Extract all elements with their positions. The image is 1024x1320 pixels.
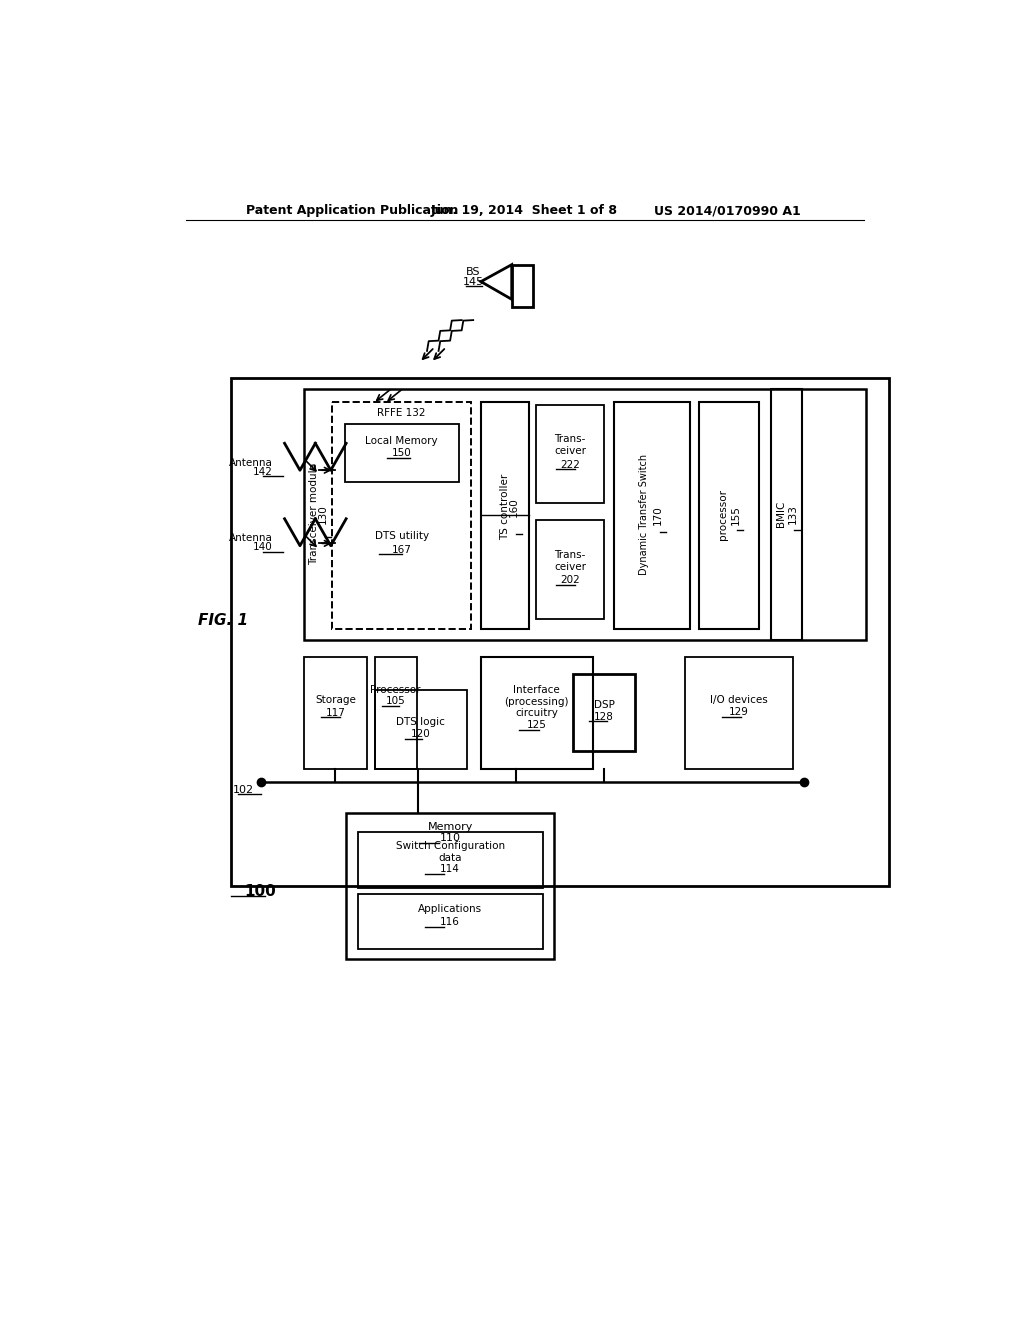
Text: 105: 105	[386, 696, 406, 706]
Text: 128: 128	[594, 711, 614, 722]
Bar	[304, 657, 367, 770]
Text: Dynamic Transfer Switch: Dynamic Transfer Switch	[639, 454, 649, 576]
Text: Trans-: Trans-	[555, 434, 586, 445]
Text: (processing): (processing)	[504, 697, 568, 708]
Bar	[346, 813, 554, 960]
Text: 140: 140	[253, 543, 273, 552]
Text: DSP: DSP	[594, 700, 614, 710]
Text: 117: 117	[326, 708, 345, 718]
Text: 120: 120	[411, 730, 431, 739]
Text: 150: 150	[392, 449, 412, 458]
Bar	[537, 520, 604, 619]
Text: Patent Application Publication: Patent Application Publication	[246, 205, 459, 218]
Text: BMIC: BMIC	[776, 502, 786, 527]
Bar	[375, 689, 467, 770]
Text: 160: 160	[509, 498, 519, 517]
Bar	[771, 389, 802, 640]
Text: 170: 170	[653, 506, 663, 525]
Text: 130: 130	[318, 504, 328, 524]
Text: 116: 116	[440, 917, 460, 927]
Text: Switch Configuration: Switch Configuration	[395, 841, 505, 851]
Text: FIG. 1: FIG. 1	[199, 612, 249, 628]
Text: RFFE 132: RFFE 132	[378, 408, 426, 417]
Text: 167: 167	[391, 545, 412, 554]
Text: Antenna: Antenna	[229, 533, 273, 543]
Text: Antenna: Antenna	[229, 458, 273, 467]
Bar	[512, 264, 534, 308]
Text: 142: 142	[253, 467, 273, 477]
Text: 145: 145	[463, 277, 483, 286]
Bar	[685, 657, 793, 770]
Text: TS controller: TS controller	[500, 474, 510, 540]
Text: 100: 100	[245, 884, 276, 899]
Text: Trans-: Trans-	[555, 550, 586, 560]
Bar	[230, 378, 889, 886]
Text: 125: 125	[526, 721, 546, 730]
Text: Memory: Memory	[427, 822, 473, 832]
Text: Interface: Interface	[513, 685, 560, 694]
Bar	[614, 401, 689, 628]
Text: ceiver: ceiver	[554, 446, 586, 455]
Text: 222: 222	[560, 459, 581, 470]
Bar	[698, 401, 759, 628]
Text: processor: processor	[718, 490, 728, 540]
Text: Transceiver module: Transceiver module	[309, 463, 318, 565]
Text: 129: 129	[729, 708, 749, 717]
Text: data: data	[438, 853, 462, 862]
Text: 114: 114	[440, 865, 460, 874]
Bar	[345, 424, 459, 482]
Bar	[481, 401, 528, 628]
Text: 202: 202	[560, 576, 581, 585]
Text: 133: 133	[787, 504, 798, 524]
Text: ceiver: ceiver	[554, 561, 586, 572]
Text: DTS logic: DTS logic	[396, 717, 445, 727]
Text: Storage: Storage	[315, 694, 355, 705]
Bar	[304, 389, 866, 640]
Bar	[537, 405, 604, 503]
Text: Jun. 19, 2014  Sheet 1 of 8: Jun. 19, 2014 Sheet 1 of 8	[431, 205, 617, 218]
Text: Applications: Applications	[418, 904, 482, 915]
Bar	[357, 894, 543, 949]
Bar	[573, 675, 635, 751]
Text: 155: 155	[731, 506, 740, 525]
Text: 102: 102	[232, 785, 254, 795]
Text: Local Memory: Local Memory	[366, 436, 438, 446]
Text: circuitry: circuitry	[515, 708, 558, 718]
Text: I/O devices: I/O devices	[710, 694, 768, 705]
Bar	[375, 657, 417, 770]
Text: Processor: Processor	[371, 685, 421, 694]
Text: 110: 110	[439, 833, 461, 843]
Bar	[333, 401, 471, 628]
Bar	[481, 657, 593, 770]
Bar	[357, 832, 543, 887]
Text: DTS utility: DTS utility	[375, 532, 429, 541]
Text: US 2014/0170990 A1: US 2014/0170990 A1	[654, 205, 801, 218]
Text: BS: BS	[466, 268, 480, 277]
